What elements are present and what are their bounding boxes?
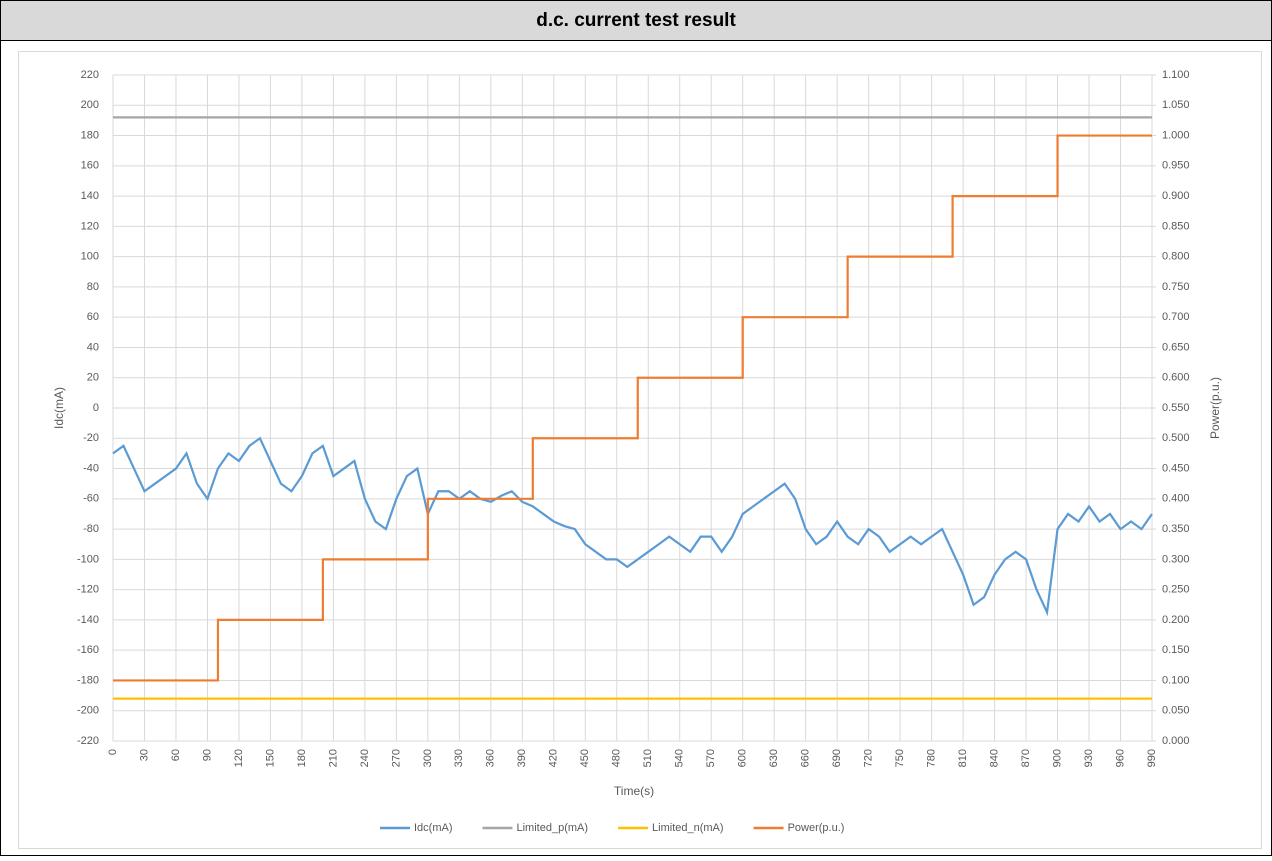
- y2-tick-label: 0.600: [1162, 372, 1190, 384]
- y-tick-label: 120: [81, 220, 99, 232]
- y-tick-label: 220: [81, 69, 99, 81]
- y-tick-label: -120: [77, 584, 99, 596]
- y2-tick-label: 1.000: [1162, 129, 1190, 141]
- x-tick-label: 180: [296, 749, 308, 767]
- y-tick-label: 40: [87, 341, 99, 353]
- y2-axis-label: Power(p.u.): [1208, 377, 1222, 439]
- y2-tick-label: 0.950: [1162, 160, 1190, 172]
- x-tick-label: 810: [957, 749, 969, 767]
- x-tick-label: 960: [1114, 749, 1126, 767]
- y-tick-label: -40: [83, 462, 99, 474]
- x-tick-label: 450: [579, 749, 591, 767]
- x-tick-label: 780: [926, 749, 938, 767]
- x-tick-label: 30: [138, 749, 150, 761]
- y-tick-label: 80: [87, 281, 99, 293]
- y-tick-label: 100: [81, 251, 99, 263]
- y-tick-label: 20: [87, 372, 99, 384]
- title-bar: [0, 0, 1272, 41]
- y2-tick-label: 0.000: [1162, 735, 1190, 747]
- y2-tick-label: 0.200: [1162, 614, 1190, 626]
- x-tick-label: 480: [611, 749, 623, 767]
- x-tick-label: 510: [642, 749, 654, 767]
- x-tick-label: 240: [359, 749, 371, 767]
- x-tick-label: 840: [988, 749, 1000, 767]
- y-tick-label: 0: [93, 402, 99, 414]
- y-tick-label: 180: [81, 129, 99, 141]
- y-tick-label: -100: [77, 553, 99, 565]
- series-line: [113, 134, 1152, 682]
- y2-tick-label: 0.400: [1162, 493, 1190, 505]
- x-tick-label: 390: [516, 749, 528, 767]
- y2-tick-label: 0.650: [1162, 341, 1190, 353]
- y-tick-label: 160: [81, 160, 99, 172]
- y2-tick-label: 1.100: [1162, 69, 1190, 81]
- y2-tick-label: 0.150: [1162, 644, 1190, 656]
- x-tick-label: 210: [327, 749, 339, 767]
- y2-tick-label: 0.700: [1162, 311, 1190, 323]
- series-line: [112, 436, 1153, 617]
- y2-tick-label: 0.050: [1162, 705, 1190, 717]
- y-tick-label: -220: [77, 735, 99, 747]
- x-tick-label: 150: [264, 749, 276, 767]
- x-tick-label: 120: [233, 749, 245, 767]
- x-tick-label: 990: [1146, 749, 1158, 767]
- x-tick-label: 900: [1051, 749, 1063, 767]
- y-tick-label: -60: [83, 493, 99, 505]
- y-axis-label: Idc(mA): [52, 387, 66, 429]
- x-tick-label: 750: [894, 749, 906, 767]
- y2-tick-label: 0.450: [1162, 462, 1190, 474]
- y2-tick-label: 0.350: [1162, 523, 1190, 535]
- y-tick-label: -80: [83, 523, 99, 535]
- x-tick-label: 870: [1020, 749, 1032, 767]
- x-tick-label: 60: [170, 749, 182, 761]
- y2-tick-label: 0.800: [1162, 251, 1190, 263]
- x-tick-label: 720: [863, 749, 875, 767]
- y-tick-label: 140: [81, 190, 99, 202]
- x-tick-label: 930: [1083, 749, 1095, 767]
- x-tick-label: 360: [485, 749, 497, 767]
- x-tick-label: 570: [705, 749, 717, 767]
- y2-tick-label: 0.100: [1162, 674, 1190, 686]
- y2-tick-label: 0.750: [1162, 281, 1190, 293]
- x-tick-label: 90: [201, 749, 213, 761]
- y2-tick-label: 0.550: [1162, 402, 1190, 414]
- x-axis-label: Time(s): [614, 784, 654, 798]
- y2-tick-label: 0.250: [1162, 584, 1190, 596]
- x-tick-label: 270: [390, 749, 402, 767]
- x-tick-label: 0: [107, 749, 119, 755]
- y2-tick-label: 1.050: [1162, 99, 1190, 111]
- x-tick-label: 660: [800, 749, 812, 767]
- legend-label: Power(p.u.): [788, 822, 845, 834]
- y-tick-label: -200: [77, 705, 99, 717]
- y2-tick-label: 0.850: [1162, 220, 1190, 232]
- x-tick-label: 540: [674, 749, 686, 767]
- x-tick-label: 300: [422, 749, 434, 767]
- y-tick-label: -20: [83, 432, 99, 444]
- legend-label: Idc(mA): [414, 822, 453, 834]
- y-tick-label: 60: [87, 311, 99, 323]
- y-tick-label: -180: [77, 674, 99, 686]
- y-tick-label: -160: [77, 644, 99, 656]
- x-tick-label: 630: [768, 749, 780, 767]
- x-tick-label: 690: [831, 749, 843, 767]
- y2-tick-label: 0.300: [1162, 553, 1190, 565]
- x-tick-label: 600: [737, 749, 749, 767]
- y-tick-label: 200: [81, 99, 99, 111]
- chart-title: d.c. current test result: [536, 10, 736, 31]
- y-tick-label: -140: [77, 614, 99, 626]
- legend-label: Limited_n(mA): [652, 822, 724, 834]
- x-tick-label: 330: [453, 749, 465, 767]
- y2-tick-label: 0.500: [1162, 432, 1190, 444]
- y2-tick-label: 0.900: [1162, 190, 1190, 202]
- legend-label: Limited_p(mA): [517, 822, 589, 834]
- chart-area: [18, 51, 1262, 849]
- x-tick-label: 420: [548, 749, 560, 767]
